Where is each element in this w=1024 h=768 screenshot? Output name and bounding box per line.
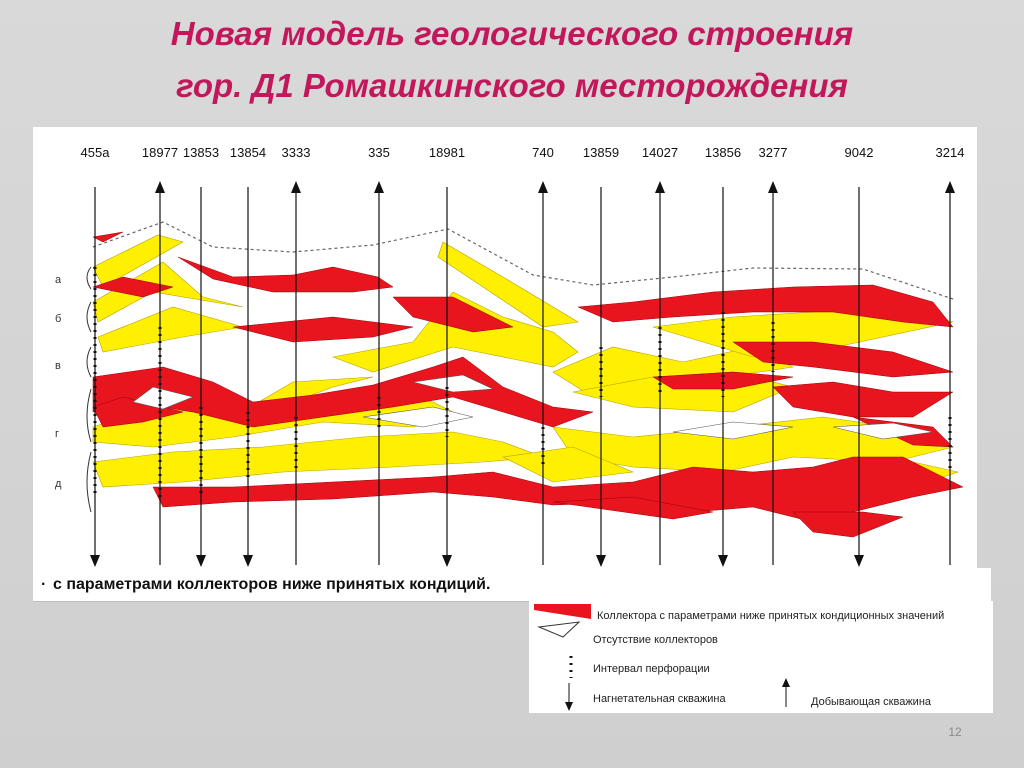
layer-label: г [55, 428, 59, 440]
injection-arrows [90, 555, 864, 567]
well-label: 3333 [282, 145, 311, 160]
production-arrows [155, 181, 955, 193]
injection-arrow-icon [565, 702, 573, 711]
layer-labels: а б в г д [55, 274, 62, 490]
layer-label: в [55, 360, 61, 372]
legend-perforation-label: Интервал перфорации [593, 663, 710, 675]
layer-bracket [86, 266, 92, 513]
legend: Коллектора с параметрами ниже принятых к… [529, 601, 993, 713]
legend-low-param-label: Коллектора с параметрами ниже принятых к… [597, 610, 945, 622]
surface-line [92, 221, 954, 300]
title-line-2: гор. Д1 Ромашкинского месторождения [176, 67, 848, 104]
well-label: 14027 [642, 145, 678, 160]
perforation-intervals [93, 267, 952, 497]
layer-label: д [55, 478, 62, 490]
well-label: 455a [81, 145, 111, 160]
legend-production-label: Добывающая скважина [811, 696, 932, 708]
well-label: 3214 [936, 145, 965, 160]
well-label: 3277 [759, 145, 788, 160]
note-text: с параметрами коллекторов ниже принятых … [53, 576, 491, 593]
production-arrow-icon [782, 678, 790, 687]
well-label: 13856 [705, 145, 741, 160]
well-label: 9042 [845, 145, 874, 160]
layer-label: а [55, 274, 62, 286]
title-line-1: Новая модель геологического строения [170, 15, 854, 52]
red-layers [92, 231, 964, 538]
legend-injection-label: Нагнетательная скважина [593, 693, 726, 705]
well-label: 13859 [583, 145, 619, 160]
slide-title: Новая модель геологического строения гор… [0, 8, 1024, 112]
note-bullet: · [41, 576, 47, 593]
no-collector-swatch [537, 621, 581, 638]
page-number: 12 [948, 725, 962, 739]
section-drawing: 455a 18977 13853 13854 3333 335 18981 740 13859 1… [55, 145, 965, 567]
well-labels: 455a 18977 13853 13854 3333 335 18981 740 13859 1… [81, 145, 965, 160]
legend-no-collector-label: Отсутствие коллекторов [593, 634, 718, 646]
well-label: 13853 [183, 145, 219, 160]
well-label: 335 [368, 145, 390, 160]
geological-section: 455a 18977 13853 13854 3333 335 18981 740 13859 1… [33, 127, 977, 570]
low-param-collector-swatch [534, 604, 591, 619]
well-label: 740 [532, 145, 554, 160]
wells [94, 187, 951, 565]
well-label: 18977 [142, 145, 178, 160]
layer-label: б [55, 313, 61, 325]
well-label: 13854 [230, 145, 266, 160]
well-label: 18981 [429, 145, 465, 160]
note-bar: · с параметрами коллекторов ниже приняты… [33, 568, 991, 601]
